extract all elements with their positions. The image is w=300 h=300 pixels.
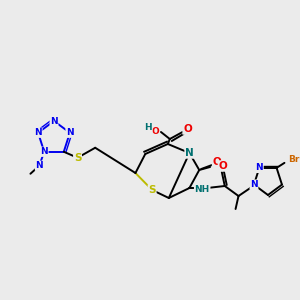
Text: S: S bbox=[148, 185, 156, 195]
Text: Br: Br bbox=[289, 155, 300, 164]
Text: NH: NH bbox=[195, 184, 210, 194]
Text: O: O bbox=[151, 127, 159, 136]
Text: O: O bbox=[218, 161, 227, 171]
Text: N: N bbox=[185, 148, 194, 158]
Text: O: O bbox=[183, 124, 192, 134]
Text: N: N bbox=[35, 161, 43, 170]
Text: N: N bbox=[50, 116, 58, 125]
Text: O: O bbox=[212, 157, 221, 167]
Text: N: N bbox=[40, 147, 48, 156]
Text: N: N bbox=[256, 164, 263, 172]
Text: N: N bbox=[250, 180, 258, 189]
Text: H: H bbox=[144, 122, 152, 131]
Text: N: N bbox=[34, 128, 42, 137]
Text: N: N bbox=[66, 128, 74, 137]
Text: S: S bbox=[74, 153, 81, 163]
